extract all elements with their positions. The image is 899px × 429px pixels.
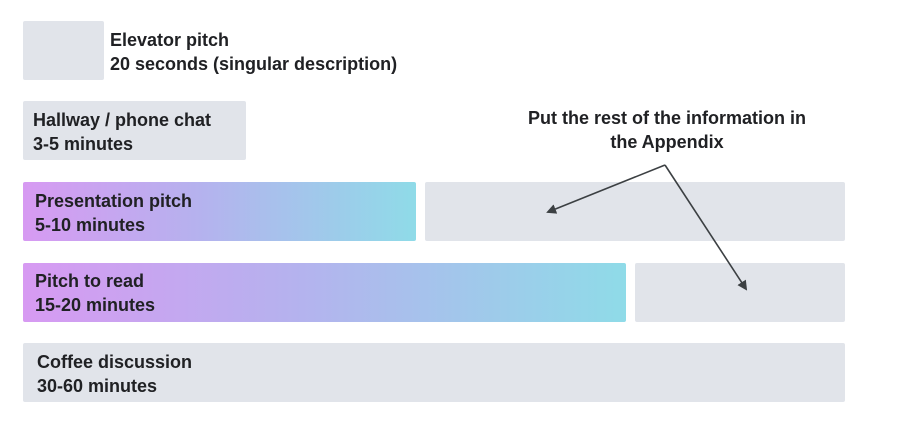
hallway-chat-duration: 3-5 minutes xyxy=(33,134,134,154)
elevator-pitch-duration: 20 seconds (singular description) xyxy=(110,54,398,74)
coffee-discussion-duration: 30-60 minutes xyxy=(37,376,158,396)
pitch-to-read-title: Pitch to read xyxy=(35,271,145,291)
presentation-pitch-appendix-box xyxy=(425,182,845,241)
elevator-pitch-box xyxy=(23,21,104,80)
presentation-pitch-label: Presentation pitch 5-10 minutes xyxy=(35,189,192,237)
coffee-discussion-box xyxy=(23,343,845,402)
presentation-pitch-box xyxy=(23,182,416,241)
hallway-chat-label: Hallway / phone chat 3-5 minutes xyxy=(33,108,211,156)
appendix-annotation-line-1: Put the rest of the information in xyxy=(528,108,806,128)
arrow-to-presentation-appendix xyxy=(546,164,666,214)
presentation-pitch-title: Presentation pitch xyxy=(35,191,193,211)
pitch-to-read-box xyxy=(23,263,626,322)
coffee-discussion-title: Coffee discussion xyxy=(37,352,193,372)
presentation-pitch-duration: 5-10 minutes xyxy=(35,215,146,235)
coffee-discussion-label: Coffee discussion 30-60 minutes xyxy=(37,350,192,398)
elevator-pitch-label: Elevator pitch 20 seconds (singular desc… xyxy=(110,28,397,76)
hallway-chat-box xyxy=(23,101,246,160)
pitch-to-read-duration: 15-20 minutes xyxy=(35,295,156,315)
arrow-to-read-appendix xyxy=(664,164,748,291)
pitch-to-read-label: Pitch to read 15-20 minutes xyxy=(35,269,155,317)
appendix-annotation-line-2: the Appendix xyxy=(610,132,724,152)
appendix-annotation: Put the rest of the information in the A… xyxy=(505,106,829,154)
elevator-pitch-title: Elevator pitch xyxy=(110,30,230,50)
hallway-chat-title: Hallway / phone chat xyxy=(33,110,212,130)
pitch-to-read-appendix-box xyxy=(635,263,845,322)
